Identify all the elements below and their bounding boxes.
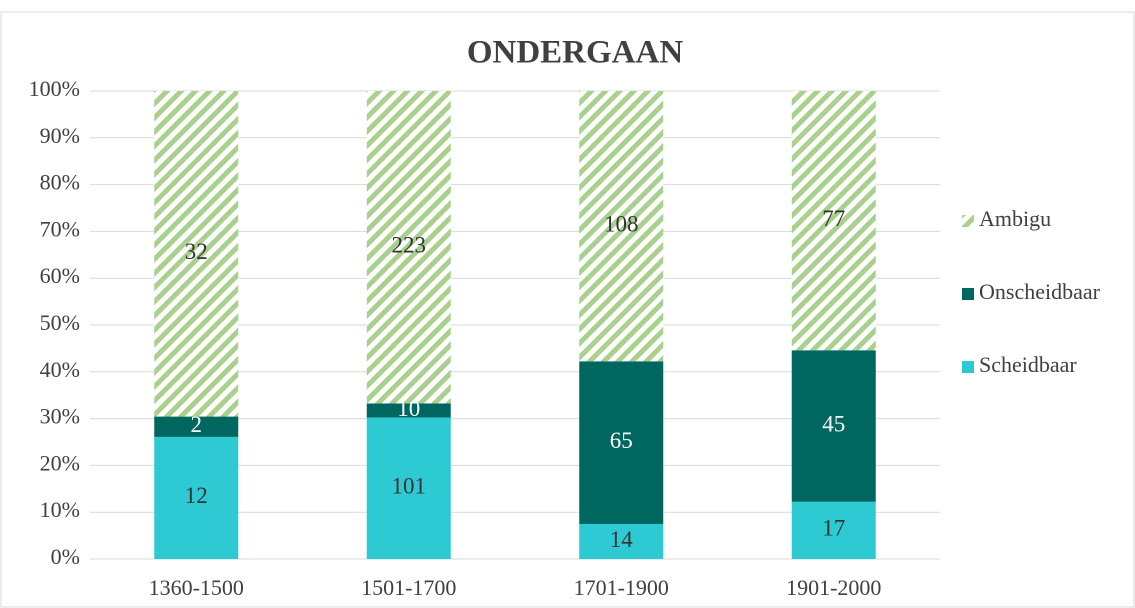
data-label: 45 [822, 411, 845, 436]
bar-segment [366, 403, 451, 418]
y-tick-label: 90% [40, 123, 80, 148]
chart-title: ONDERGAAN [467, 35, 684, 71]
y-tick-label: 50% [40, 310, 80, 335]
data-label: 223 [392, 233, 427, 258]
bar-segment [366, 91, 451, 404]
data-label: 12 [185, 483, 208, 508]
y-tick-label: 10% [40, 497, 80, 522]
y-tick-label: 60% [40, 263, 80, 288]
data-label: 101 [392, 474, 427, 499]
y-tick-label: 30% [40, 404, 80, 429]
x-tick-label: 1701-1900 [574, 575, 669, 600]
bar-segment [154, 91, 239, 417]
legend-label: Scheidbaar [979, 352, 1077, 377]
legend-label: Onscheidbaar [979, 279, 1101, 304]
data-label: 32 [185, 239, 208, 264]
bar-segment [579, 523, 664, 559]
y-tick-label: 100% [29, 76, 80, 101]
bar-segment [154, 436, 239, 559]
y-tick-label: 40% [40, 357, 80, 382]
bar-segment [579, 361, 664, 524]
data-label: 65 [610, 428, 633, 453]
legend-swatch [962, 361, 974, 373]
y-tick-label: 70% [40, 216, 80, 241]
data-label: 14 [610, 527, 634, 552]
bar-segment [791, 501, 876, 559]
bar-segment [791, 91, 876, 351]
y-tick-label: 20% [40, 450, 80, 475]
data-label: 2 [191, 412, 203, 437]
legend-swatch [962, 288, 974, 300]
x-tick-label: 1501-1700 [361, 575, 456, 600]
bar-segment [154, 416, 239, 437]
data-label: 77 [822, 206, 845, 231]
y-tick-label: 80% [40, 170, 80, 195]
legend-swatch [962, 215, 974, 227]
bar-segment [366, 417, 451, 559]
bar-segment [579, 91, 664, 362]
data-label: 17 [822, 516, 845, 541]
y-tick-label: 0% [51, 544, 80, 569]
x-tick-label: 1360-1500 [149, 575, 244, 600]
x-tick-label: 1901-2000 [786, 575, 881, 600]
bar-segment [791, 350, 876, 502]
data-label: 108 [604, 211, 639, 236]
legend-label: Ambigu [979, 206, 1051, 231]
